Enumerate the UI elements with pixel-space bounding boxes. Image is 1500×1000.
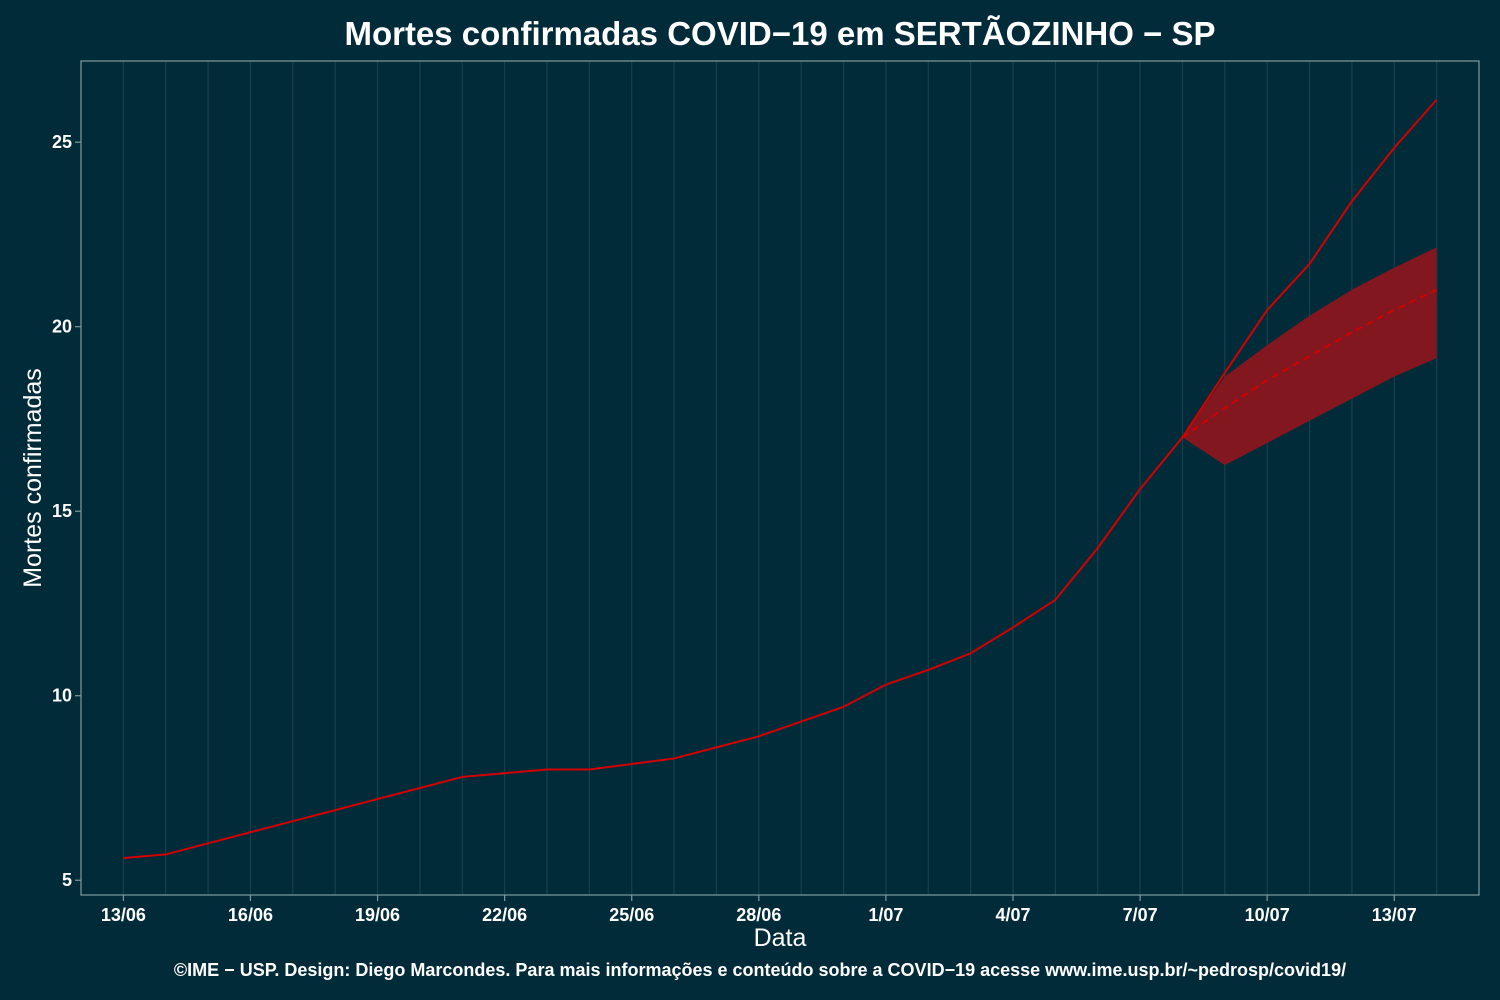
y-tick-label: 15 bbox=[52, 501, 72, 521]
y-tick-label: 20 bbox=[52, 317, 72, 337]
x-tick-label: 13/07 bbox=[1372, 905, 1417, 925]
x-tick-label: 28/06 bbox=[736, 905, 781, 925]
x-tick-label: 25/06 bbox=[609, 905, 654, 925]
grid-layer bbox=[122, 61, 1438, 895]
x-tick-label: 7/07 bbox=[1123, 905, 1158, 925]
y-axis-title: Mortes confirmadas bbox=[19, 368, 47, 588]
x-tick-label: 4/07 bbox=[995, 905, 1030, 925]
footer-credit: ©IME − USP. Design: Diego Marcondes. Par… bbox=[174, 960, 1346, 980]
y-axis: 5 10 15 20 25 bbox=[52, 132, 81, 890]
y-tick-label: 5 bbox=[62, 870, 72, 890]
x-tick-label: 16/06 bbox=[228, 905, 273, 925]
observed-series-line bbox=[123, 99, 1438, 860]
x-tick-label: 19/06 bbox=[355, 905, 400, 925]
series-layer bbox=[123, 99, 1438, 860]
y-tick-label: 10 bbox=[52, 686, 72, 706]
x-tick-label: 1/07 bbox=[868, 905, 903, 925]
chart-title: Mortes confirmadas COVID−19 em SERTÃOZIN… bbox=[344, 15, 1215, 52]
x-tick-label: 10/07 bbox=[1245, 905, 1290, 925]
plot-panel-border bbox=[80, 60, 1480, 896]
x-tick-label: 13/06 bbox=[101, 905, 146, 925]
y-tick-label: 25 bbox=[52, 132, 72, 152]
forecast-series-line bbox=[1181, 288, 1438, 439]
x-axis-title: Data bbox=[754, 924, 807, 952]
x-tick-label: 22/06 bbox=[482, 905, 527, 925]
x-axis: 13/06 16/06 19/06 22/06 25/06 28/06 1/07 4/07 7/… bbox=[101, 895, 1417, 925]
